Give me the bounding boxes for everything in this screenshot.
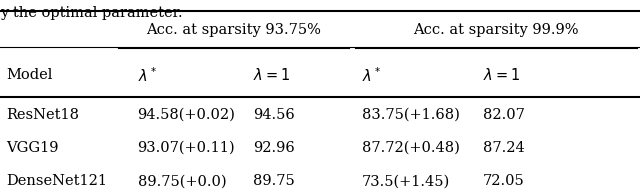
Text: $\lambda^*$: $\lambda^*$ bbox=[362, 66, 381, 85]
Text: $\lambda = 1$: $\lambda = 1$ bbox=[253, 67, 290, 83]
Text: 72.05: 72.05 bbox=[483, 174, 525, 188]
Text: 83.75(+1.68): 83.75(+1.68) bbox=[362, 108, 460, 122]
Text: 87.72(+0.48): 87.72(+0.48) bbox=[362, 141, 460, 155]
Text: Acc. at sparsity 99.9%: Acc. at sparsity 99.9% bbox=[413, 23, 579, 37]
Text: 82.07: 82.07 bbox=[483, 108, 525, 122]
Text: $\lambda^*$: $\lambda^*$ bbox=[138, 66, 157, 85]
Text: 94.58(+0.02): 94.58(+0.02) bbox=[138, 108, 236, 122]
Text: 92.96: 92.96 bbox=[253, 141, 294, 155]
Text: 89.75(+0.0): 89.75(+0.0) bbox=[138, 174, 226, 188]
Text: $\lambda = 1$: $\lambda = 1$ bbox=[483, 67, 520, 83]
Text: VGG19: VGG19 bbox=[6, 141, 59, 155]
Text: Acc. at sparsity 93.75%: Acc. at sparsity 93.75% bbox=[146, 23, 321, 37]
Text: 94.56: 94.56 bbox=[253, 108, 294, 122]
Text: 89.75: 89.75 bbox=[253, 174, 294, 188]
Text: 73.5(+1.45): 73.5(+1.45) bbox=[362, 174, 450, 188]
Text: 93.07(+0.11): 93.07(+0.11) bbox=[138, 141, 236, 155]
Text: ResNet18: ResNet18 bbox=[6, 108, 79, 122]
Text: y the optimal parameter.: y the optimal parameter. bbox=[0, 6, 182, 20]
Text: DenseNet121: DenseNet121 bbox=[6, 174, 108, 188]
Text: 87.24: 87.24 bbox=[483, 141, 525, 155]
Text: Model: Model bbox=[6, 68, 52, 83]
